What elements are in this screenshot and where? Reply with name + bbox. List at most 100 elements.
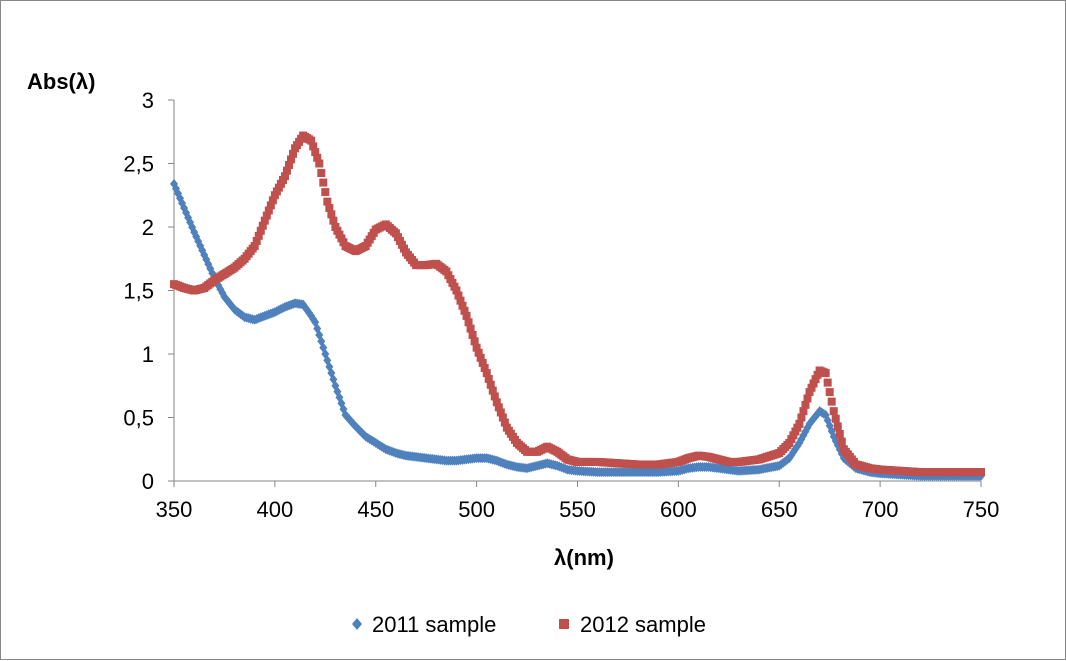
data-point — [490, 392, 499, 401]
data-point — [329, 216, 338, 225]
data-point — [254, 231, 263, 240]
data-point — [494, 403, 503, 412]
data-point — [799, 407, 808, 416]
data-point — [486, 380, 495, 389]
data-point — [315, 159, 324, 168]
data-point — [496, 408, 505, 417]
data-point — [470, 337, 479, 346]
axes: 0 0,5 1 1,5 2 2,5 3 350 400 450 500 550 600 650 700 750 — [123, 88, 999, 522]
data-point — [837, 437, 846, 446]
data-point — [325, 203, 334, 212]
data-point — [823, 378, 832, 387]
data-point — [500, 418, 509, 427]
x-axis-title: λ(nm) — [554, 545, 614, 570]
data-point — [977, 468, 985, 477]
data-point — [462, 311, 471, 320]
data-point — [268, 196, 277, 205]
y-tick-label: 0,5 — [123, 406, 154, 431]
data-point — [813, 370, 822, 379]
data-point — [803, 394, 812, 403]
data-point — [478, 358, 487, 367]
data-point — [474, 348, 483, 357]
data-point — [307, 136, 316, 145]
x-tick-label: 500 — [458, 497, 495, 522]
data-point — [825, 388, 834, 397]
series-1 — [170, 178, 985, 481]
data-point — [313, 153, 322, 162]
data-point — [452, 286, 461, 295]
data-point — [250, 242, 259, 251]
x-tick-label: 350 — [156, 497, 193, 522]
data-point — [809, 379, 818, 388]
data-point — [476, 353, 485, 362]
data-point — [811, 375, 820, 384]
data-point — [482, 369, 491, 378]
data-point — [260, 216, 269, 225]
series-2 — [170, 131, 985, 477]
x-tick-label: 400 — [257, 497, 294, 522]
data-point — [827, 397, 836, 406]
data-point — [801, 400, 810, 409]
legend: 2011 sample 2012 sample — [352, 612, 706, 637]
data-point — [319, 178, 328, 187]
data-point — [323, 197, 332, 206]
data-point — [280, 172, 289, 181]
data-point — [458, 301, 467, 310]
data-point — [466, 324, 475, 333]
data-point — [284, 161, 293, 170]
data-point — [258, 221, 267, 230]
data-point — [282, 166, 291, 175]
data-point — [492, 398, 501, 407]
x-tick-label: 750 — [963, 497, 1000, 522]
legend-label: 2012 sample — [580, 612, 706, 637]
data-point — [456, 296, 465, 305]
data-point — [807, 383, 816, 392]
data-point — [795, 419, 804, 428]
data-point — [468, 330, 477, 339]
y-tick-label: 3 — [142, 88, 154, 113]
data-point — [321, 188, 330, 197]
series-layer — [170, 131, 985, 481]
y-tick-label: 2,5 — [123, 152, 154, 177]
y-tick-label: 1,5 — [123, 279, 154, 304]
y-axis-title: Abs(λ) — [27, 69, 95, 94]
y-tick-label: 1 — [142, 342, 154, 367]
data-point — [264, 206, 273, 215]
data-point — [317, 169, 326, 178]
data-point — [327, 210, 336, 219]
data-point — [311, 148, 320, 157]
data-point — [831, 414, 840, 423]
data-point — [289, 149, 298, 158]
data-point — [835, 430, 844, 439]
legend-label: 2011 sample — [372, 612, 496, 637]
legend-marker-square — [559, 619, 569, 629]
data-point — [262, 211, 271, 220]
data-point — [498, 413, 507, 422]
data-point — [256, 226, 265, 235]
x-tick-label: 650 — [761, 497, 798, 522]
data-point — [829, 407, 838, 416]
data-point — [797, 413, 806, 422]
data-point — [488, 386, 497, 395]
x-tick-label: 450 — [357, 497, 394, 522]
data-point — [460, 306, 469, 315]
x-tick-label: 550 — [559, 497, 596, 522]
data-point — [309, 142, 318, 151]
data-point — [266, 201, 275, 210]
x-tick-label: 600 — [660, 497, 697, 522]
legend-marker-diamond — [352, 618, 362, 630]
data-point — [454, 291, 463, 300]
data-point — [833, 422, 842, 431]
y-tick-label: 0 — [142, 469, 154, 494]
x-tick-label: 700 — [862, 497, 899, 522]
data-point — [287, 155, 296, 164]
data-point — [821, 369, 830, 378]
data-point — [252, 236, 261, 245]
data-point — [472, 343, 481, 352]
data-point — [484, 374, 493, 383]
y-tick-label: 2 — [142, 215, 154, 240]
data-point — [480, 363, 489, 372]
data-point — [805, 388, 814, 397]
